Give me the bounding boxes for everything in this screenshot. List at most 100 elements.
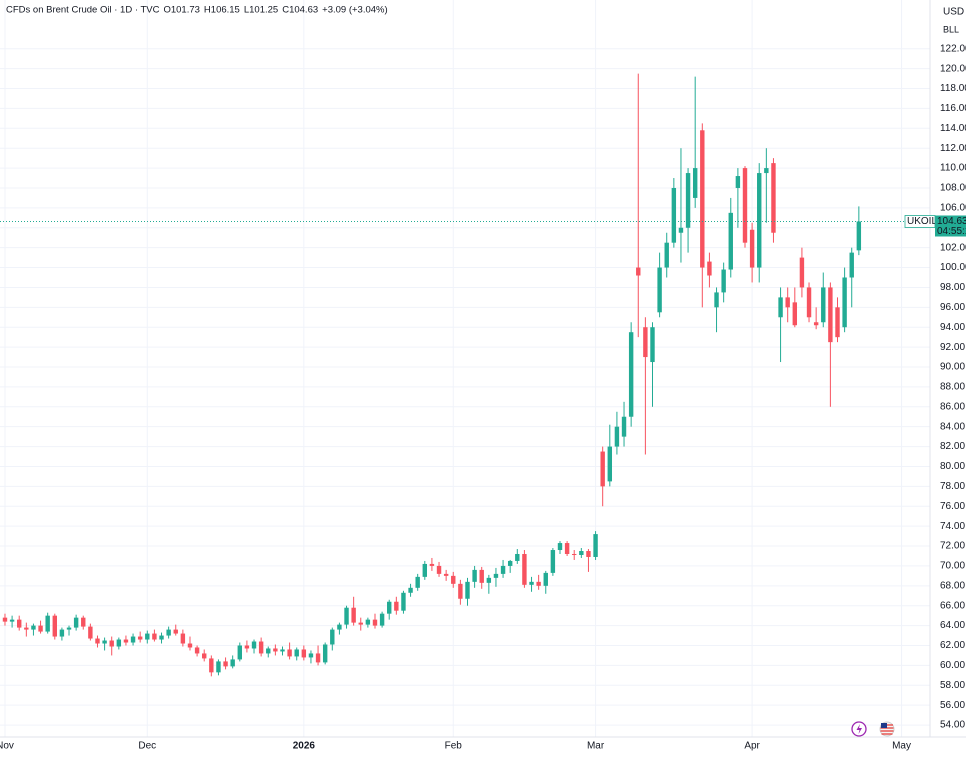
y-tick-label: 60.00 — [940, 660, 965, 671]
candle-body — [543, 572, 548, 586]
candle-body — [586, 551, 591, 557]
candle-body — [31, 625, 36, 630]
y-tick-label: 106.00 — [940, 203, 966, 214]
candle-body — [593, 534, 598, 557]
candle-body — [685, 173, 691, 228]
candle-body — [628, 332, 634, 417]
candle-body — [500, 565, 506, 574]
candle-body — [607, 446, 613, 482]
y-tick-label: 54.00 — [940, 720, 965, 731]
candle-body — [173, 629, 178, 634]
candle-body — [301, 649, 307, 658]
candle-body — [486, 577, 492, 583]
candle-body — [351, 607, 356, 623]
candle-body — [522, 553, 527, 585]
candle-body — [358, 622, 363, 625]
candle-body — [45, 615, 50, 632]
candle-body — [650, 327, 655, 363]
candle-body — [728, 212, 733, 270]
candle-body — [806, 287, 812, 318]
candle-body — [166, 629, 171, 636]
y-tick-label: 82.00 — [940, 441, 965, 452]
candle-body — [451, 575, 456, 584]
candle-body — [52, 615, 57, 637]
candle-body — [507, 560, 513, 566]
x-tick-label: Feb — [445, 741, 463, 752]
legend-value: 104.63 — [289, 5, 318, 16]
lightning-glyph — [856, 724, 862, 734]
candle-body — [330, 629, 335, 645]
candle-body — [813, 322, 819, 326]
candle-body — [735, 176, 741, 188]
currency: USD — [943, 7, 964, 18]
y-tick-label: 98.00 — [940, 282, 965, 293]
candle-body — [771, 163, 776, 233]
candle-body — [216, 661, 221, 673]
candle-body — [66, 627, 72, 630]
candle-body — [579, 551, 584, 555]
candle-body — [387, 601, 392, 614]
legend-key: H — [204, 5, 211, 16]
candle-body — [572, 553, 577, 555]
candle-body — [294, 649, 299, 657]
legend-change: +3.09 (+3.04%) — [322, 5, 388, 16]
candle-body — [657, 267, 662, 313]
candle-body — [671, 187, 677, 243]
candle-body — [152, 633, 157, 640]
y-tick-label: 102.00 — [940, 242, 966, 253]
y-tick-label: 92.00 — [940, 342, 965, 353]
y-tick-label: 72.00 — [940, 541, 965, 552]
candle-body — [237, 645, 242, 660]
candle-body — [849, 252, 854, 278]
candle-body — [59, 629, 65, 637]
candle-body — [636, 267, 641, 276]
candle-body — [337, 624, 342, 630]
candle-body — [408, 587, 413, 593]
candle-body — [821, 287, 826, 323]
candles — [0, 73, 930, 677]
candle-body — [315, 653, 321, 663]
candle-body — [799, 257, 805, 288]
header: CFDs on Brent Crude Oil · 1D · TVC O 101.7… — [6, 5, 388, 16]
unit: BLL — [943, 24, 959, 34]
y-tick-label: 96.00 — [940, 302, 965, 313]
candle-body — [472, 569, 477, 582]
candle-body — [856, 221, 862, 251]
candle-body — [828, 287, 833, 343]
countdown: 04:55:1 — [937, 226, 966, 237]
candle-body — [322, 644, 328, 663]
candle-body — [251, 641, 257, 649]
candle-body — [785, 297, 790, 308]
candle-body — [842, 277, 847, 328]
y-tick-label: 78.00 — [940, 481, 965, 492]
candle-body — [180, 633, 186, 644]
candle-body — [95, 638, 100, 644]
x-tick-label: Dec — [138, 741, 156, 752]
candle-body — [643, 327, 648, 358]
candle-body — [436, 565, 442, 574]
candle-body — [116, 639, 122, 647]
candle-body — [130, 636, 136, 643]
legend-value: 101.73 — [171, 5, 200, 16]
y-tick-label: 70.00 — [940, 561, 965, 572]
y-tick-label: 108.00 — [940, 183, 966, 194]
candle-body — [187, 643, 193, 648]
candle-body — [742, 168, 748, 243]
x-tick-label: May — [892, 741, 911, 752]
candle-body — [778, 297, 783, 318]
candle-body — [81, 617, 86, 627]
candle-body — [24, 627, 29, 630]
candle-body — [109, 640, 114, 647]
y-tick-label: 68.00 — [940, 580, 965, 591]
candle-body — [721, 269, 726, 293]
candle-body — [365, 619, 371, 625]
x-tick-label: Apr — [744, 741, 760, 752]
candle-body — [287, 649, 292, 657]
candle-body — [73, 617, 79, 628]
candle-body — [379, 613, 385, 626]
flag-canton — [881, 723, 887, 728]
y-tick-label: 90.00 — [940, 362, 965, 373]
candle-body — [614, 426, 620, 447]
